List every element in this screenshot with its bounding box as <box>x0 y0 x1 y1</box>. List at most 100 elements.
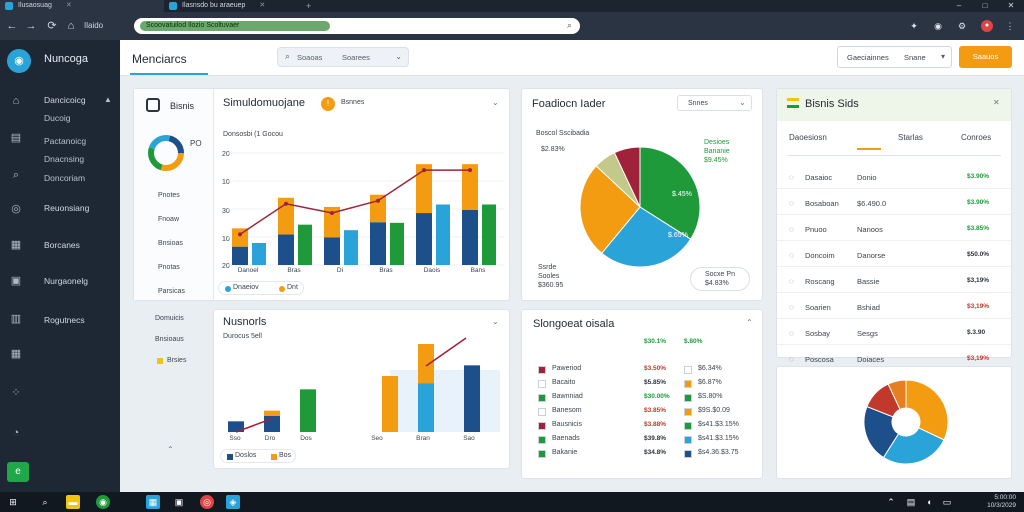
list-item[interactable]: Pnotes <box>158 192 180 199</box>
table-row[interactable]: ◌ Dasaioc Donio $3.90% <box>777 169 1011 189</box>
sidebar-item[interactable]: Borcanes <box>44 240 80 250</box>
list-item[interactable]: Baenads $39.8% $s41.$3.15% <box>522 434 762 446</box>
chart-title: Simuldomuojane <box>223 97 305 109</box>
primary-action-button[interactable]: Saauos <box>959 46 1012 68</box>
list-item[interactable]: Parsicas <box>158 288 185 295</box>
badge-label: Bsnnes <box>341 99 365 106</box>
forward-icon[interactable]: → <box>25 20 37 32</box>
chart-icon[interactable]: ▤ <box>10 132 22 144</box>
reload-icon[interactable]: ⟳ <box>47 20 57 32</box>
app-icon[interactable]: ◉ <box>96 495 110 509</box>
list-item[interactable]: Bnsioaus <box>155 336 184 343</box>
sidebar-item[interactable]: Nurgaonelg <box>44 276 88 286</box>
help-icon[interactable]: ◔ <box>12 427 20 439</box>
grid-icon[interactable]: ▦ <box>10 239 22 251</box>
card-icon <box>146 98 160 112</box>
list-item[interactable]: Bacaito $5.85% $6.87% <box>522 378 762 390</box>
box-icon[interactable]: ▣ <box>10 275 22 287</box>
period-select[interactable]: Snnes ⌄ <box>677 95 752 111</box>
url-field[interactable]: Scoovatuilod Ilozio Scoltuvaer ⌕ <box>134 18 580 34</box>
filter-select[interactable]: Gaeciainnes Snane ▾ <box>837 46 952 68</box>
list-item[interactable]: Fnoaw <box>158 216 180 223</box>
bar <box>228 421 244 432</box>
window-icon[interactable]: ▦ <box>146 495 160 509</box>
start-icon[interactable]: ⊞ <box>9 497 17 507</box>
chevron-down-icon[interactable]: ⌄ <box>492 98 499 107</box>
maximize-button[interactable]: □ <box>982 1 988 10</box>
calendar-icon[interactable]: ▦ <box>10 348 22 360</box>
search-icon[interactable]: ⌕ <box>566 20 572 30</box>
list-item[interactable]: Bawnniad $30.00% $S.80% <box>522 392 762 404</box>
home-icon[interactable]: ⌂ <box>12 95 20 107</box>
close-window-button[interactable]: ✕ <box>1007 1 1015 10</box>
table-row[interactable]: ◌ Bosaboan $6.490.0 $3.90% <box>777 195 1011 215</box>
row-value: $3.90% <box>967 199 990 206</box>
row-label: Baenads <box>552 435 580 442</box>
list-item[interactable]: Bakanie $34.8% $s4.36.$3.75 <box>522 448 762 460</box>
sidebar-item[interactable]: Rogutnecs <box>44 315 85 325</box>
chevron-up-icon[interactable]: ⌃ <box>167 445 174 454</box>
browser-icon[interactable]: ◈ <box>226 495 240 509</box>
sidebar-item[interactable]: Reuonsiang <box>44 203 90 213</box>
sidebar-subitem[interactable]: Ducoig <box>44 113 71 123</box>
settings-icon[interactable]: ⚙ <box>957 21 967 31</box>
new-tab-button[interactable]: + <box>306 1 312 11</box>
table-row[interactable]: ◌ Soarien Bshiad $3,19% <box>777 299 1011 319</box>
close-tab-icon[interactable]: ✕ <box>259 2 266 9</box>
home-icon[interactable]: ⌂ <box>67 20 75 32</box>
list-item[interactable]: Bnsioas <box>158 240 183 247</box>
table-row[interactable]: ◌ Doncoim Danorse $50.0% <box>777 247 1011 267</box>
chevron-up-icon[interactable]: ⌃ <box>887 497 895 507</box>
x-tick: Sso <box>229 435 241 442</box>
chevron-up-icon[interactable]: ⌃ <box>746 318 753 327</box>
dollar-icon[interactable]: ◎ <box>11 203 21 215</box>
back-icon[interactable]: ← <box>6 20 18 32</box>
battery-icon[interactable]: ▭ <box>942 497 952 507</box>
dots-icon[interactable]: ⁘ <box>11 387 21 399</box>
site-label: Ilaido <box>84 21 104 30</box>
list-item[interactable]: Bausnicis $3.88% $s41.$3.15% <box>522 420 762 432</box>
list-item[interactable]: Paweriod $3.50% $6.34% <box>522 364 762 376</box>
menu-icon[interactable]: ⋮ <box>1005 21 1015 31</box>
sidebar-subitem[interactable]: Pactanoicg <box>44 136 87 146</box>
browser-tab[interactable]: Ilasnsdo bu araeuep ✕ <box>164 0 304 12</box>
chevron-up-icon[interactable]: ▲ <box>104 95 112 104</box>
row-value: $3.85% <box>967 225 990 232</box>
list-item[interactable]: Brsies <box>167 357 187 364</box>
search-icon[interactable]: ⌕ <box>12 169 20 181</box>
network-icon[interactable]: ▤ <box>906 497 916 507</box>
bell-icon[interactable]: ◉ <box>934 21 942 31</box>
list-item[interactable]: Pnotas <box>158 264 180 271</box>
minimize-button[interactable]: – <box>956 1 962 10</box>
close-tab-icon[interactable]: ✕ <box>65 2 72 9</box>
browser-icon[interactable]: ◎ <box>200 495 214 509</box>
table-row[interactable]: ◌ Sosbay Sesgs $.3.90 <box>777 325 1011 345</box>
sidebar-item-dashboard[interactable]: Dancicoicg <box>44 95 86 105</box>
extension-icon[interactable]: ✦ <box>910 21 918 31</box>
chevron-down-icon[interactable]: ⌄ <box>492 317 499 326</box>
report-icon[interactable]: ▥ <box>10 313 22 325</box>
tab-label[interactable]: Starlas <box>898 133 923 142</box>
app-badge-icon[interactable]: e <box>7 462 29 482</box>
clock[interactable]: 5:00:00 10/3/2029 <box>987 494 1016 510</box>
card-title: Slongoeat oisala <box>533 318 615 330</box>
sidebar-subitem[interactable]: Dnacnsing <box>44 154 85 164</box>
list-item[interactable]: Banesom $3.85% $9S.$0.09 <box>522 406 762 418</box>
browser-tab-active[interactable]: Ilusaosuag ✕ <box>0 0 164 12</box>
app-icon[interactable]: ▣ <box>174 497 184 507</box>
annotation: $9.45% <box>704 157 728 164</box>
profile-icon[interactable]: ● <box>981 20 993 32</box>
annotation: Ssrde <box>538 264 557 271</box>
sidebar-subitem[interactable]: Doncoriam <box>44 173 86 183</box>
list-item[interactable]: Domuicis <box>155 315 184 322</box>
tab-label[interactable]: Daoesiosn <box>789 133 827 142</box>
table-row[interactable]: ◌ Roscang Bassie $3,19% <box>777 273 1011 293</box>
search-input[interactable]: ⌕ Soaoas Soarees ⌄ <box>277 47 409 67</box>
table-row[interactable]: ◌ Pnuoo Nanoos $3.85% <box>777 221 1011 241</box>
volume-icon[interactable]: ◖ <box>926 497 932 507</box>
search-icon[interactable]: ⌕ <box>42 497 48 507</box>
tab-label[interactable]: Conroes <box>961 133 992 142</box>
close-icon[interactable]: ✕ <box>993 98 1000 107</box>
folder-icon[interactable]: ▬ <box>66 495 80 509</box>
card-subtitle: Durocus 5ell <box>223 333 262 340</box>
